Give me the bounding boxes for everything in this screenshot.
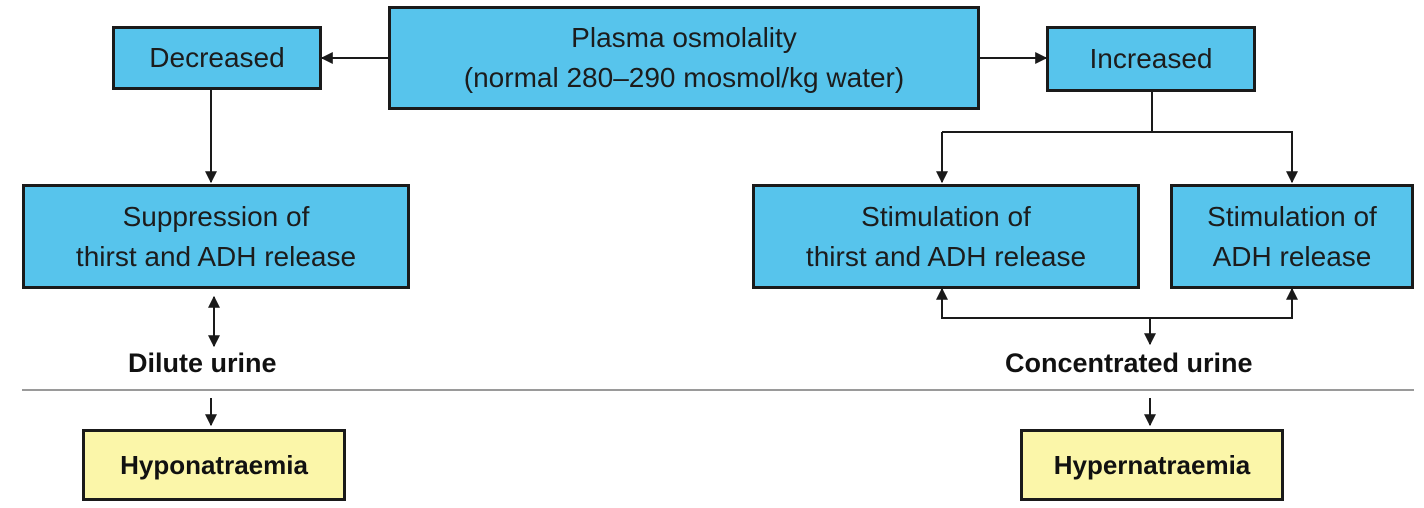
increased-box: Increased (1046, 26, 1256, 92)
stimulation-thirst-adh-text: Stimulation of thirst and ADH release (805, 200, 1087, 272)
increased-text: Increased (1089, 43, 1213, 74)
hyponatraemia-text: Hyponatraemia (120, 449, 308, 480)
plasma-osmolality-box: Plasma osmolality (normal 280–290 mosmol… (388, 6, 980, 110)
stimulation-thirst-adh-box: Stimulation of thirst and ADH release (752, 184, 1140, 289)
suppression-box: Suppression of thirst and ADH release (22, 184, 410, 289)
decreased-box: Decreased (112, 26, 322, 90)
hypernatraemia-box: Hypernatraemia (1020, 429, 1284, 501)
plasma-osmolality-text: Plasma osmolality (normal 280–290 mosmol… (463, 22, 905, 93)
stimulation-adh-box: Stimulation of ADH release (1170, 184, 1414, 289)
dilute-urine-label: Dilute urine (128, 348, 277, 378)
hypernatraemia-text: Hypernatraemia (1053, 449, 1251, 480)
arrow-increased-to-stim-adh (1152, 131, 1298, 184)
decreased-text: Decreased (149, 42, 285, 73)
hyponatraemia-box: Hyponatraemia (82, 429, 346, 501)
suppression-text: Suppression of thirst and ADH release (75, 200, 357, 272)
concentrated-urine-label: Concentrated urine (1005, 348, 1253, 378)
connector-stim-join (936, 287, 1298, 319)
stimulation-adh-text: Stimulation of ADH release (1207, 200, 1377, 272)
